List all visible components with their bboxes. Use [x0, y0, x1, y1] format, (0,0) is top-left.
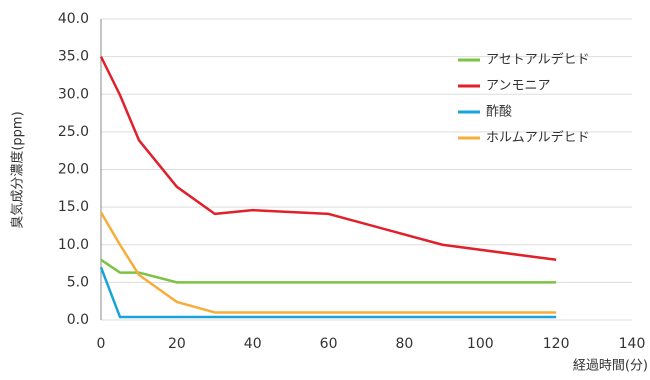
y-tick-label: 35.0	[58, 49, 89, 65]
y-axis-label: 臭気成分濃度(ppm)	[10, 111, 26, 228]
legend-label: アンモニア	[486, 79, 550, 94]
series-line	[99, 211, 557, 314]
x-tick-label: 40	[244, 336, 262, 352]
y-tick-label: 0.0	[67, 312, 89, 328]
series-line	[99, 266, 557, 319]
y-tick-label: 30.0	[58, 86, 89, 102]
x-tick-label: 0	[97, 336, 106, 352]
x-tick-label: 20	[168, 336, 186, 352]
x-tick-label: 100	[467, 336, 494, 352]
y-tick-label: 15.0	[58, 199, 89, 215]
x-axis-label: 経過時間(分)	[573, 359, 648, 374]
x-tick-label: 120	[543, 336, 570, 352]
y-tick-label: 20.0	[58, 162, 89, 178]
legend-label: アセトアルデヒド	[486, 52, 590, 68]
y-tick-label: 5.0	[67, 274, 89, 290]
y-tick-label: 40.0	[58, 11, 89, 27]
legend-label: ホルムアルデヒド	[486, 130, 590, 146]
series-line	[100, 258, 557, 284]
y-tick-label: 10.0	[58, 237, 89, 253]
x-tick-label: 140	[619, 336, 646, 352]
x-tick-label: 80	[396, 336, 414, 352]
series-line	[99, 56, 557, 262]
x-tick-label: 60	[320, 336, 338, 352]
y-tick-label: 25.0	[58, 124, 89, 140]
legend-label: 酢酸	[486, 105, 512, 120]
